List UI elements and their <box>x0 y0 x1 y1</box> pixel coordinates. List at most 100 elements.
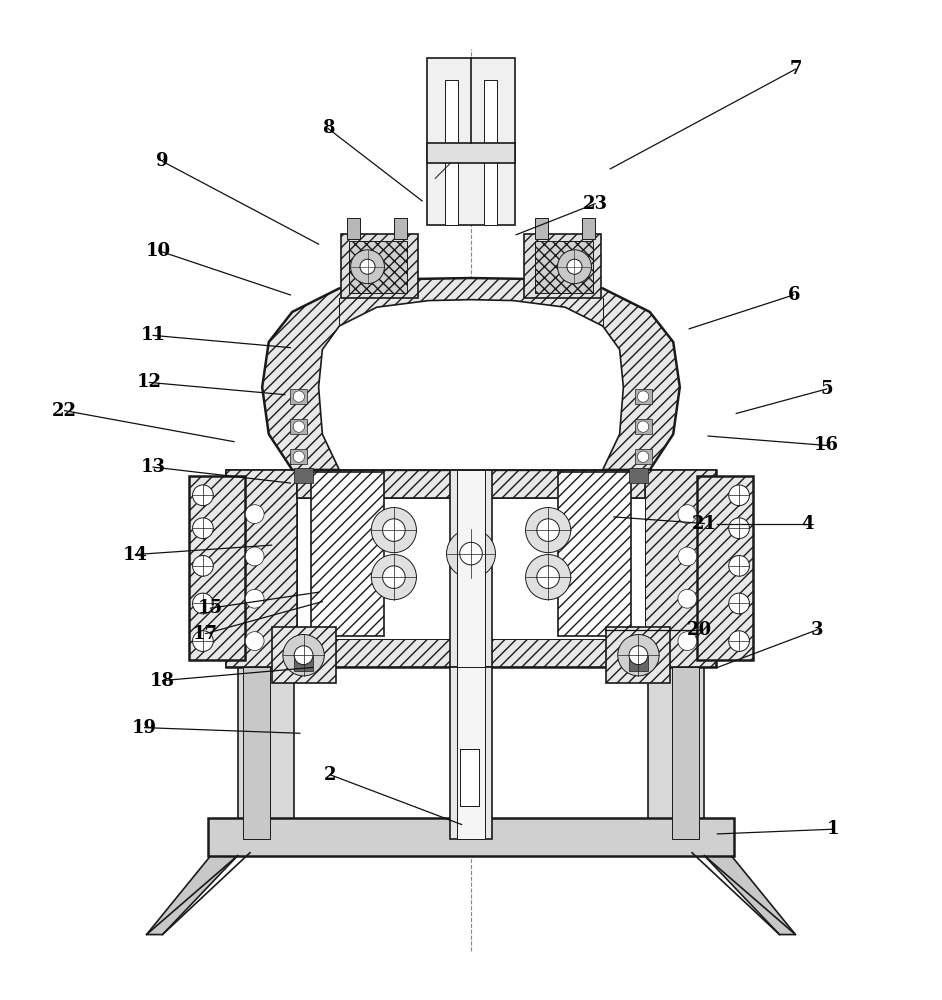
Text: 1: 1 <box>827 820 839 838</box>
Bar <box>635 449 652 464</box>
Circle shape <box>729 593 750 614</box>
Text: 4: 4 <box>802 515 814 533</box>
Circle shape <box>350 250 384 284</box>
Bar <box>341 234 418 298</box>
Circle shape <box>537 566 560 588</box>
Text: 13: 13 <box>140 458 166 476</box>
Circle shape <box>638 451 649 462</box>
Circle shape <box>729 555 750 576</box>
Circle shape <box>460 542 482 565</box>
Bar <box>582 218 595 239</box>
Bar <box>427 58 515 225</box>
Text: 5: 5 <box>820 380 833 398</box>
Bar <box>635 419 652 434</box>
Bar <box>635 389 652 404</box>
Text: 10: 10 <box>146 242 171 260</box>
Text: 20: 20 <box>687 621 712 639</box>
Bar <box>558 472 631 636</box>
Circle shape <box>638 421 649 432</box>
Text: 8: 8 <box>322 119 334 137</box>
Bar <box>607 627 671 683</box>
Circle shape <box>293 391 304 402</box>
Bar <box>535 218 548 239</box>
Circle shape <box>678 505 697 524</box>
Bar <box>629 468 648 483</box>
Text: 22: 22 <box>52 402 77 420</box>
Bar <box>226 470 297 667</box>
Circle shape <box>567 259 582 274</box>
Bar <box>294 656 313 671</box>
Bar <box>394 218 407 239</box>
Bar <box>673 667 699 839</box>
Text: 19: 19 <box>132 719 157 737</box>
Text: 11: 11 <box>140 326 166 344</box>
Circle shape <box>618 635 659 676</box>
Circle shape <box>629 646 648 665</box>
Circle shape <box>360 259 375 274</box>
Text: 2: 2 <box>324 766 336 784</box>
Circle shape <box>537 519 560 541</box>
Bar <box>535 241 593 293</box>
Circle shape <box>293 421 304 432</box>
Bar <box>457 667 485 839</box>
Circle shape <box>729 485 750 506</box>
Bar <box>207 818 735 856</box>
Circle shape <box>678 632 697 650</box>
Polygon shape <box>262 278 680 470</box>
Bar <box>297 639 645 667</box>
Circle shape <box>678 547 697 566</box>
Circle shape <box>729 631 750 651</box>
Bar <box>226 470 716 667</box>
Bar <box>290 419 307 434</box>
Bar <box>427 143 515 163</box>
Bar <box>645 470 716 667</box>
Text: 21: 21 <box>691 515 717 533</box>
Bar <box>297 498 645 639</box>
Bar <box>294 468 313 483</box>
Circle shape <box>245 547 264 566</box>
Circle shape <box>245 632 264 650</box>
Circle shape <box>558 250 592 284</box>
Text: 18: 18 <box>150 672 175 690</box>
Bar <box>311 472 384 636</box>
Text: 16: 16 <box>814 436 839 454</box>
Bar <box>271 627 335 683</box>
Circle shape <box>283 635 324 676</box>
Polygon shape <box>147 818 237 935</box>
Bar <box>524 234 601 298</box>
Bar <box>188 476 245 660</box>
Circle shape <box>382 519 405 541</box>
Bar <box>450 667 492 839</box>
Bar <box>290 389 307 404</box>
Circle shape <box>729 518 750 539</box>
Circle shape <box>294 646 313 665</box>
Polygon shape <box>705 818 795 935</box>
Bar <box>629 656 648 671</box>
Circle shape <box>192 631 213 651</box>
Circle shape <box>526 508 571 553</box>
Text: 14: 14 <box>122 546 148 564</box>
Circle shape <box>192 555 213 576</box>
Circle shape <box>447 529 495 578</box>
Circle shape <box>678 589 697 608</box>
Circle shape <box>371 555 416 600</box>
Circle shape <box>526 555 571 600</box>
Bar <box>445 80 458 225</box>
Bar <box>450 470 492 667</box>
Text: 6: 6 <box>788 286 800 304</box>
Text: 3: 3 <box>811 621 823 639</box>
Bar <box>697 476 754 660</box>
Circle shape <box>192 593 213 614</box>
Circle shape <box>293 451 304 462</box>
Bar <box>297 470 645 498</box>
Polygon shape <box>318 300 624 470</box>
Bar <box>484 80 497 225</box>
Bar <box>290 449 307 464</box>
Circle shape <box>192 518 213 539</box>
Bar <box>648 667 705 839</box>
Bar <box>460 749 479 806</box>
Circle shape <box>638 391 649 402</box>
Text: 12: 12 <box>137 373 162 391</box>
Circle shape <box>371 508 416 553</box>
Bar <box>347 218 360 239</box>
